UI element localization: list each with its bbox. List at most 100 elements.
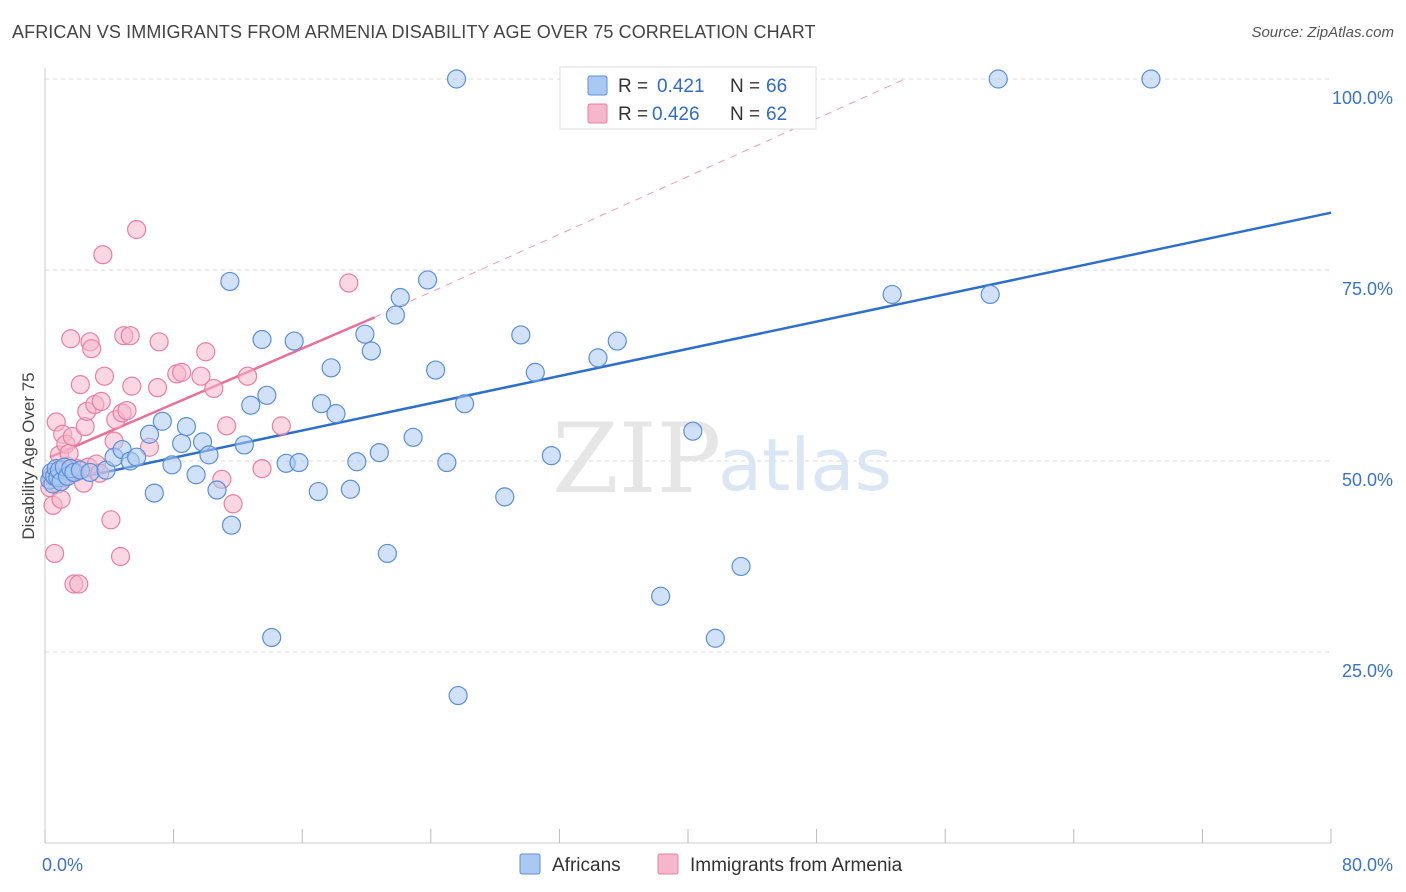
point-africans: [683, 421, 703, 441]
point-armenia: [191, 366, 211, 386]
point-africans: [257, 385, 277, 405]
point-africans: [511, 325, 531, 345]
point-africans: [403, 427, 423, 447]
point-africans: [377, 543, 397, 564]
y-tick-label: 25.0%: [1342, 661, 1393, 681]
grid-lines: [45, 78, 1331, 653]
point-africans: [448, 685, 468, 706]
point-africans: [355, 324, 375, 344]
y-tick-label: 50.0%: [1342, 470, 1393, 490]
point-africans: [252, 329, 272, 350]
legend-r-value-1: 0.421: [657, 76, 705, 97]
point-africans: [207, 480, 227, 500]
point-africans: [241, 395, 261, 415]
legend-n-label-1: N =: [730, 76, 760, 97]
point-armenia: [127, 219, 147, 240]
bottom-legend: Africans Immigrants from Armenia: [519, 853, 903, 876]
point-africans: [525, 362, 545, 382]
x-tick-label: 0.0%: [42, 855, 83, 875]
point-africans: [385, 305, 406, 325]
point-armenia: [45, 543, 65, 564]
legend-n-label-2: N =: [730, 104, 760, 125]
point-armenia: [339, 273, 359, 293]
point-africans: [234, 435, 254, 455]
point-africans: [144, 483, 164, 503]
point-africans: [437, 452, 457, 473]
point-africans: [220, 271, 240, 292]
watermark-atlas: atlas: [718, 423, 892, 507]
point-africans: [262, 627, 282, 648]
point-armenia: [149, 332, 169, 352]
point-africans: [80, 462, 100, 483]
data-points: [40, 69, 1161, 706]
point-armenia: [271, 416, 291, 436]
point-africans: [162, 455, 182, 475]
legend-swatch-armenia: [587, 103, 608, 124]
point-africans: [127, 447, 147, 467]
point-armenia: [93, 245, 113, 265]
legend-n-value-1: 66: [766, 76, 787, 97]
point-africans: [176, 417, 197, 437]
point-africans: [311, 394, 332, 414]
point-armenia: [91, 391, 111, 412]
point-africans: [340, 479, 361, 499]
point-armenia: [252, 459, 272, 479]
legend-swatch-africans: [587, 75, 608, 96]
bottom-legend-swatch-africans: [519, 853, 541, 875]
point-africans: [289, 452, 309, 473]
y-tick-label: 75.0%: [1342, 279, 1393, 299]
point-africans: [308, 481, 328, 502]
legend-r-value-2: 0.426: [652, 104, 700, 125]
point-armenia: [62, 426, 82, 447]
point-africans: [651, 586, 671, 606]
y-axis-label: Disability Age Over 75: [19, 372, 38, 539]
point-africans: [390, 287, 410, 308]
point-armenia: [204, 378, 224, 399]
watermark-zip: ZIP: [552, 403, 721, 515]
point-africans: [588, 348, 608, 368]
point-africans: [705, 628, 725, 648]
point-armenia: [94, 366, 115, 386]
point-africans: [731, 556, 751, 577]
point-africans: [980, 284, 1000, 305]
point-armenia: [110, 546, 131, 567]
point-africans: [607, 331, 627, 351]
point-armenia: [122, 376, 142, 396]
y-tick-label: 100.0%: [1332, 88, 1393, 108]
point-africans: [221, 515, 242, 535]
point-africans: [454, 394, 475, 414]
point-africans: [321, 358, 341, 378]
point-africans: [284, 331, 304, 351]
point-armenia: [196, 342, 216, 362]
point-armenia: [172, 362, 192, 382]
point-africans: [199, 445, 219, 465]
point-africans: [446, 69, 467, 89]
point-armenia: [237, 366, 258, 386]
point-africans: [541, 446, 561, 466]
point-armenia: [101, 510, 121, 530]
bottom-legend-armenia: Immigrants from Armenia: [690, 855, 903, 876]
point-armenia: [82, 339, 102, 359]
point-africans: [347, 452, 367, 472]
legend-n-value-2: 62: [766, 104, 787, 125]
point-africans: [1141, 69, 1161, 89]
point-armenia: [147, 378, 168, 398]
point-africans: [172, 433, 192, 454]
legend-r-label-2: R =: [618, 104, 648, 125]
axes: 25.0% 50.0% 75.0% 100.0% 0.0% 80.0%: [42, 68, 1393, 875]
bottom-legend-africans: Africans: [552, 855, 621, 876]
point-africans: [326, 404, 346, 424]
point-africans: [139, 424, 160, 444]
x-tick-label: 80.0%: [1342, 855, 1393, 875]
point-africans: [186, 465, 206, 485]
point-armenia: [117, 400, 137, 421]
point-africans: [988, 69, 1008, 89]
legend-r-label-1: R =: [618, 76, 648, 97]
chart-title: AFRICAN VS IMMIGRANTS FROM ARMENIA DISAB…: [12, 22, 816, 42]
bottom-legend-swatch-armenia: [657, 853, 679, 875]
point-africans: [369, 442, 389, 463]
point-armenia: [223, 494, 243, 514]
point-africans: [417, 270, 438, 290]
watermark: ZIP atlas: [552, 403, 892, 515]
point-armenia: [61, 329, 81, 349]
